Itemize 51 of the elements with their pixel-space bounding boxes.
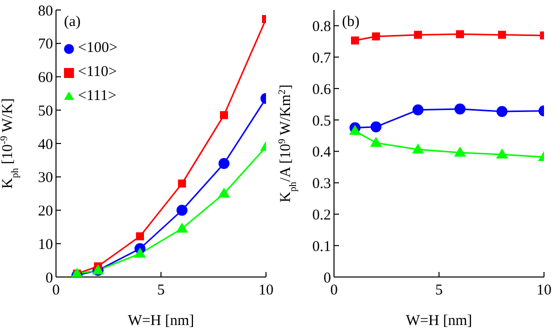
point [370, 136, 382, 147]
y-tick-label: 0.2 [312, 208, 331, 224]
legend-label: <111> [78, 88, 116, 104]
point [456, 30, 464, 38]
point [178, 180, 186, 188]
point [454, 103, 466, 114]
y-tick-label: 10 [38, 236, 53, 253]
y-tick-label: 0.1 [312, 238, 331, 255]
legend-label: <110> [78, 64, 117, 80]
point [136, 232, 144, 240]
y-tick-label: 0.4 [312, 144, 332, 161]
y-tick-label: 60 [38, 70, 53, 86]
point [412, 143, 424, 154]
point [134, 248, 146, 258]
point [218, 188, 230, 198]
point [176, 222, 188, 233]
y-tick-label: 30 [38, 170, 53, 186]
x-axis-title: W=H [nm] [406, 313, 472, 329]
y-tick-label: 0 [324, 270, 331, 286]
legend-label: <100> [78, 40, 118, 56]
point [414, 30, 422, 39]
annotation: (a) [64, 14, 81, 31]
point [220, 111, 228, 120]
y-tick-label: 0.5 [312, 113, 331, 130]
point [176, 204, 188, 216]
point [412, 104, 424, 116]
y-tick-label: 0 [46, 270, 53, 286]
y-tick-label: 20 [38, 204, 53, 220]
y-tick-label: 0.3 [312, 176, 331, 192]
x-tick-label: 5 [157, 282, 165, 299]
y-tick-label: 80 [38, 3, 53, 20]
point [496, 106, 508, 117]
y-tick-label: 70 [38, 36, 53, 53]
x-axis-title: W=H [nm] [128, 313, 194, 329]
y-tick-label: 0.8 [312, 19, 331, 36]
point [351, 36, 359, 44]
y-tick-label: 0.7 [312, 50, 332, 66]
x-tick-label: 10 [258, 282, 274, 299]
y-tick-label: 40 [38, 136, 53, 153]
point [372, 32, 380, 40]
x-tick-label: 5 [435, 282, 443, 299]
point [218, 158, 230, 170]
annotation: (b) [342, 14, 360, 31]
point [370, 121, 382, 132]
point [454, 146, 466, 157]
point [498, 30, 506, 39]
x-tick-label: 10 [536, 282, 552, 299]
point [496, 148, 508, 158]
y-tick-label: 50 [38, 103, 53, 120]
point [349, 124, 361, 135]
y-tick-label: 0.6 [312, 82, 332, 98]
